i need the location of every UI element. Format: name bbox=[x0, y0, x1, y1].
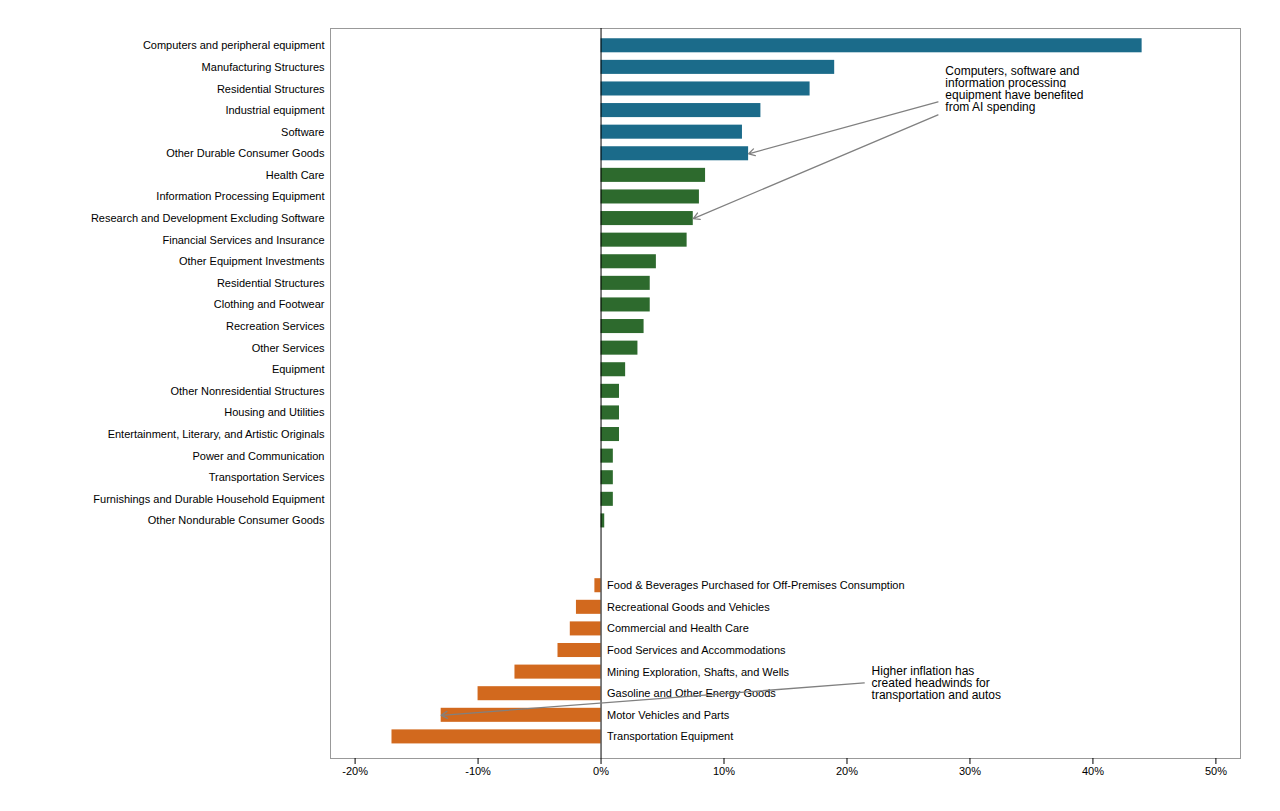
svg-text:-10%: -10% bbox=[465, 765, 491, 777]
svg-text:50%: 50% bbox=[1205, 765, 1227, 777]
svg-text:Higher inflation hascreated he: Higher inflation hascreated headwinds fo… bbox=[872, 664, 1001, 702]
svg-text:30%: 30% bbox=[959, 765, 981, 777]
svg-text:Recreation Services: Recreation Services bbox=[226, 320, 325, 332]
svg-text:Furnishings and Durable Househ: Furnishings and Durable Household Equipm… bbox=[93, 493, 324, 505]
svg-text:0%: 0% bbox=[593, 765, 609, 777]
svg-text:Power and Communication: Power and Communication bbox=[192, 450, 324, 462]
svg-text:Residential Structures: Residential Structures bbox=[217, 82, 325, 94]
svg-text:Recreational Goods and Vehicle: Recreational Goods and Vehicles bbox=[607, 601, 770, 613]
svg-text:Industrial equipment: Industrial equipment bbox=[225, 104, 324, 116]
svg-text:Software: Software bbox=[281, 126, 324, 138]
svg-text:Computers and peripheral equip: Computers and peripheral equipment bbox=[143, 39, 325, 51]
svg-text:Mining Exploration, Shafts, an: Mining Exploration, Shafts, and Wells bbox=[607, 666, 789, 678]
svg-text:Other Nondurable Consumer Good: Other Nondurable Consumer Goods bbox=[148, 514, 325, 526]
svg-text:Transportation Services: Transportation Services bbox=[209, 471, 325, 483]
svg-text:10%: 10% bbox=[713, 765, 735, 777]
svg-text:Food & Beverages Purchased for: Food & Beverages Purchased for Off-Premi… bbox=[607, 579, 905, 591]
svg-text:20%: 20% bbox=[836, 765, 858, 777]
svg-text:Residential Structures: Residential Structures bbox=[217, 277, 325, 289]
svg-text:Equipment: Equipment bbox=[272, 363, 325, 375]
svg-text:Computers, software andinforma: Computers, software andinformation proce… bbox=[945, 64, 1083, 114]
svg-text:Housing and Utilities: Housing and Utilities bbox=[224, 406, 325, 418]
svg-text:Other Nonresidential Structure: Other Nonresidential Structures bbox=[170, 385, 325, 397]
svg-text:40%: 40% bbox=[1082, 765, 1104, 777]
svg-text:Other Equipment Investments: Other Equipment Investments bbox=[179, 255, 325, 267]
svg-text:Other Durable Consumer Goods: Other Durable Consumer Goods bbox=[166, 147, 325, 159]
svg-text:Food Services and Accommodatio: Food Services and Accommodations bbox=[607, 644, 786, 656]
svg-text:Other Services: Other Services bbox=[252, 342, 325, 354]
svg-text:Manufacturing Structures: Manufacturing Structures bbox=[202, 61, 325, 73]
svg-text:Financial Services and Insuran: Financial Services and Insurance bbox=[162, 234, 324, 246]
svg-text:Motor Vehicles and Parts: Motor Vehicles and Parts bbox=[607, 709, 730, 721]
svg-text:Clothing and Footwear: Clothing and Footwear bbox=[214, 298, 325, 310]
svg-text:Gasoline and Other Energy Good: Gasoline and Other Energy Goods bbox=[607, 687, 776, 699]
svg-text:Information Processing Equipme: Information Processing Equipment bbox=[156, 190, 324, 202]
svg-text:Transportation Equipment: Transportation Equipment bbox=[607, 730, 733, 742]
svg-text:-20%: -20% bbox=[342, 765, 368, 777]
svg-text:Entertainment, Literary, and A: Entertainment, Literary, and Artistic Or… bbox=[108, 428, 325, 440]
svg-text:Health Care: Health Care bbox=[266, 169, 325, 181]
svg-text:Research and Development Exclu: Research and Development Excluding Softw… bbox=[91, 212, 325, 224]
svg-text:Commercial and Health Care: Commercial and Health Care bbox=[607, 622, 749, 634]
